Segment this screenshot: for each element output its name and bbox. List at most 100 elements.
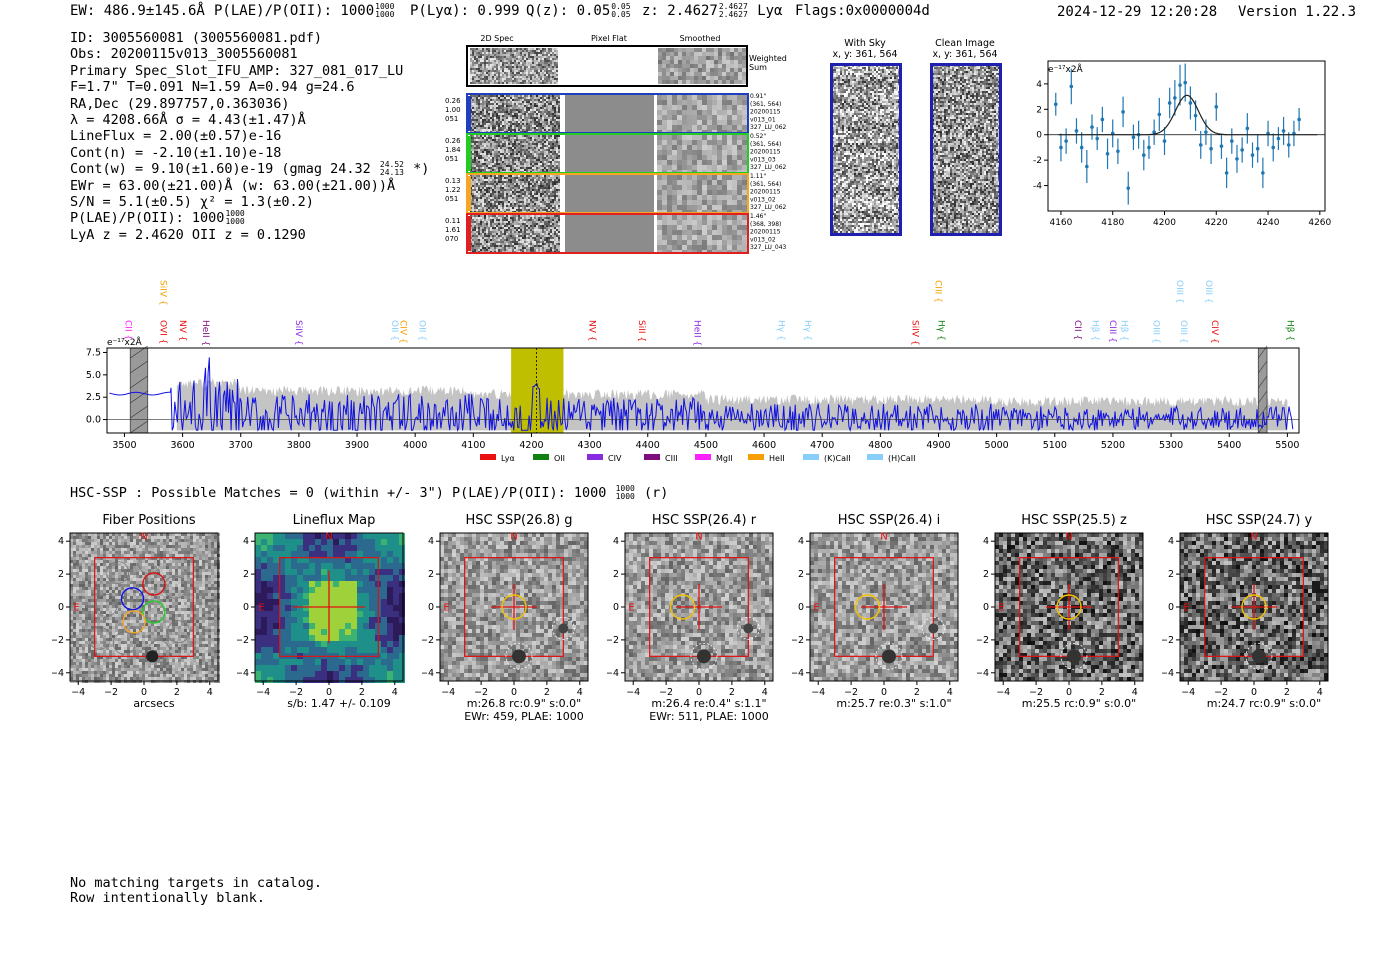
info-plae: P(LAE)/P(OII): 1000 1000 1000 [70,210,429,227]
plae-lo: 1000 [375,11,394,19]
weighted-label-1: Weighted [749,54,787,63]
panel-xtick-label: 2 [914,687,920,698]
info-obs: Obs: 20200115v013_3005560081 [70,46,429,62]
spec-xtick-label: 5200 [1101,440,1125,451]
spec-line-label: CII { [1072,320,1082,340]
weighted-label-2: Sum [749,63,767,72]
info-contw: Cont(w) = 9.10(±1.60)e-19 (gmag 24.32 24… [70,161,429,178]
panel-search-box [279,557,379,657]
cutout-row-meta: 0.26 [445,97,461,105]
panel-east-label: E [1183,602,1189,613]
plya-text: P(Lyα): 0.999 [410,3,520,19]
panel-xtick-label: 0 [696,687,702,698]
flags-text: Flags:0x0000004d [795,3,930,19]
zoom-data-point [1110,119,1115,148]
source-blob [928,623,939,634]
panel-ytick-label: −4 [1162,668,1174,679]
zoom-data-point [1059,133,1063,162]
source-ellipse [1060,642,1088,670]
panel-ytick-label: 4 [243,536,249,547]
zoom-unit: e⁻¹⁷x2Å [1048,63,1084,75]
with-sky-image [830,63,902,236]
panel-xtick-label: −4 [626,687,640,698]
source-ellipse [551,616,575,640]
zoom-data-point [1219,133,1224,159]
panel-xtick-label: −4 [441,687,455,698]
panel-xtick-label: 4 [577,687,583,698]
spec-line-label: CIII { [933,280,943,303]
panel-xtick-label: 2 [359,687,365,698]
zoom-data-point [1276,127,1281,150]
zoom-data-point [1286,132,1291,158]
panel-ytick-label: 0 [1168,602,1174,613]
panel-title: HSC SSP(25.5) z [989,513,1159,528]
panel-xtick-label: 0 [881,687,887,698]
panel-xtick-label: 2 [174,687,180,698]
spec-line-label: CIV { [1209,320,1219,344]
zoom-data-point [1235,144,1239,173]
contw-hi: 24.52 [380,161,404,169]
col-2d-label: 2D Spec [480,34,513,43]
aperture-circle [1241,594,1267,620]
hsc-header-hi: 1000 [616,485,635,493]
cutout-row-meta: 1.22 [445,186,461,194]
panel-ytick-label: −2 [422,635,434,646]
zoom-data-point [1126,171,1131,205]
fiber-circle-selected [142,600,166,624]
cutout-row-info: (361, 564) [750,141,781,148]
panel-image-2: N E −4 −4 −2 −2 0 0 2 2 4 4 [422,532,589,698]
spec-xtick-label: 4300 [578,440,602,451]
spec-xtick-label: 5500 [1275,440,1299,451]
panel-ytick-label: −2 [977,635,989,646]
hsc-header: HSC-SSP : Possible Matches = 0 (within +… [70,485,668,502]
panel-caption: arcsecs [69,697,239,710]
cutout-smoothed [657,175,747,212]
fiber-circle [88,626,111,650]
panel-caption-line: EWr: 459, PLAE: 1000 [439,710,609,723]
panel-xtick-label: 4 [392,687,398,698]
fiber-circle [94,593,118,617]
col-flat-label: Pixel Flat [591,34,627,43]
panel-caption-line: m:26.8 rc:0.9" s:0.0" [439,697,609,710]
contw-frac: 24.52 24.13 [380,161,404,177]
panel-east-label: E [813,602,819,613]
spec-xtick-label: 4600 [752,440,776,451]
panel-ytick-label: 0 [243,602,249,613]
panel-ytick-label: 4 [983,536,989,547]
cutout-row-info: 1.46" [750,213,766,220]
header-flags: Flags:0x0000004d [795,3,930,19]
zoom-data-point [1069,68,1074,105]
spec-xtick-label: 4200 [519,440,543,451]
source-blob [511,649,526,664]
panel-xtick-label: 4 [762,687,768,698]
hsc-header-end: (r) [644,485,668,501]
cutout-pixel-flat [562,175,654,212]
fiber-circle-selected [120,587,145,611]
contw-end: *) [413,161,429,177]
panel-xtick-label: 0 [1066,687,1072,698]
spec-line-label: OIII { [1174,280,1184,304]
cutout-row-info: 20200115 [750,229,781,236]
cutout-row-meta: 051 [445,115,458,123]
zoom-data-point [1188,86,1193,120]
zoom-data-point [1209,133,1213,164]
panel-ytick-label: −4 [977,668,989,679]
source-blob [743,623,754,634]
info-contn: Cont(n) = -2.10(±1.10)e-18 [70,145,429,161]
panel-search-box [94,557,194,657]
source-ellipse [690,642,718,670]
panel-ytick-label: 2 [798,569,804,580]
version-text: Version 1.22.3 [1238,4,1356,20]
qz-hi: 0.05 [611,3,630,11]
cutout-row-info: v013_02 [750,236,776,243]
cutout-row-info: v013_03 [750,156,776,163]
panel-ytick-label: −2 [792,635,804,646]
panel-caption-line: EWr: 511, PLAE: 1000 [624,710,794,723]
spec-xtick-label: 4800 [868,440,892,451]
spec-line-label: HeII { [691,320,701,346]
spec-legend-item: OII [533,454,565,463]
cutout-row-info: 20200115 [750,189,781,196]
zoom-data-point [1116,138,1120,164]
fiber-circle-selected [142,572,166,596]
zoom-data-point [1250,142,1255,168]
